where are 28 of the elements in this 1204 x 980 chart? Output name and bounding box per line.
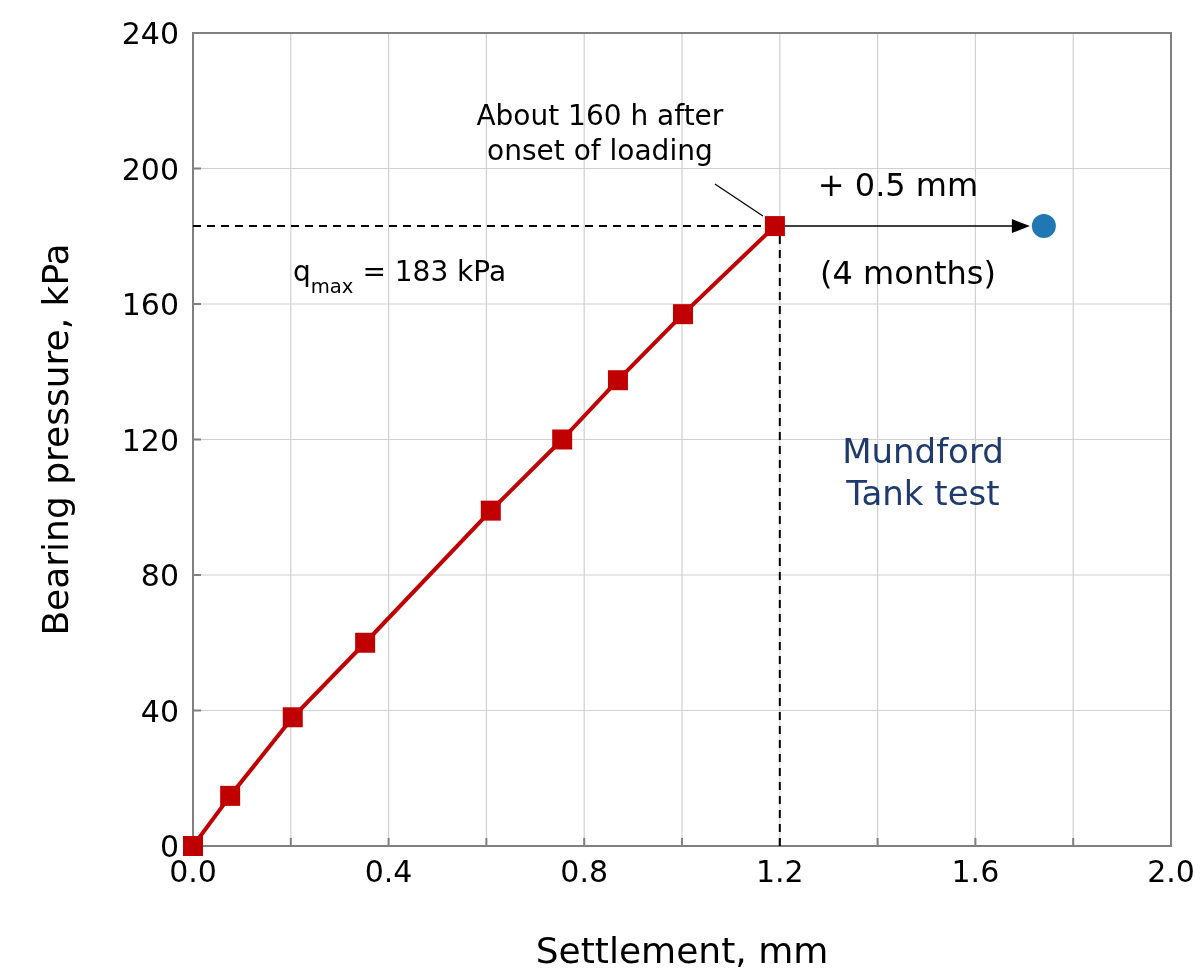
y-tick-label: 80 [140,558,179,593]
y-tick-label: 160 [121,287,179,322]
y-axis-title: Bearing pressure, kPa [35,243,76,636]
point [480,500,501,521]
x-tick-label: 0.8 [560,854,609,889]
y-tick-label: 240 [121,16,179,51]
x-axis-title: Settlement, mm [535,930,829,971]
point [1031,214,1056,239]
annotation: About 160 h after onset of loading [476,99,724,168]
annotation: (4 months) [819,254,997,292]
point [672,304,693,325]
y-tick-label: 40 [140,693,179,729]
x-tick-label: 1.6 [951,854,1000,889]
x-tick-label: 0.4 [364,854,413,889]
annotation: + 0.5 mm [817,166,979,204]
ref-line-label: q$_{max}$ = 183 kPa [293,255,507,298]
y-tick-label: 200 [121,151,179,187]
point [764,216,785,237]
point [355,632,376,653]
x-tick-label: 2.0 [1147,854,1195,889]
annotation: Mundford Tank test [842,431,1004,513]
y-tick-label: 120 [121,422,179,458]
point [183,836,203,856]
point [282,707,303,728]
x-tick-label: 1.2 [755,854,804,889]
point [552,429,573,450]
point [607,370,628,391]
point [220,785,241,806]
